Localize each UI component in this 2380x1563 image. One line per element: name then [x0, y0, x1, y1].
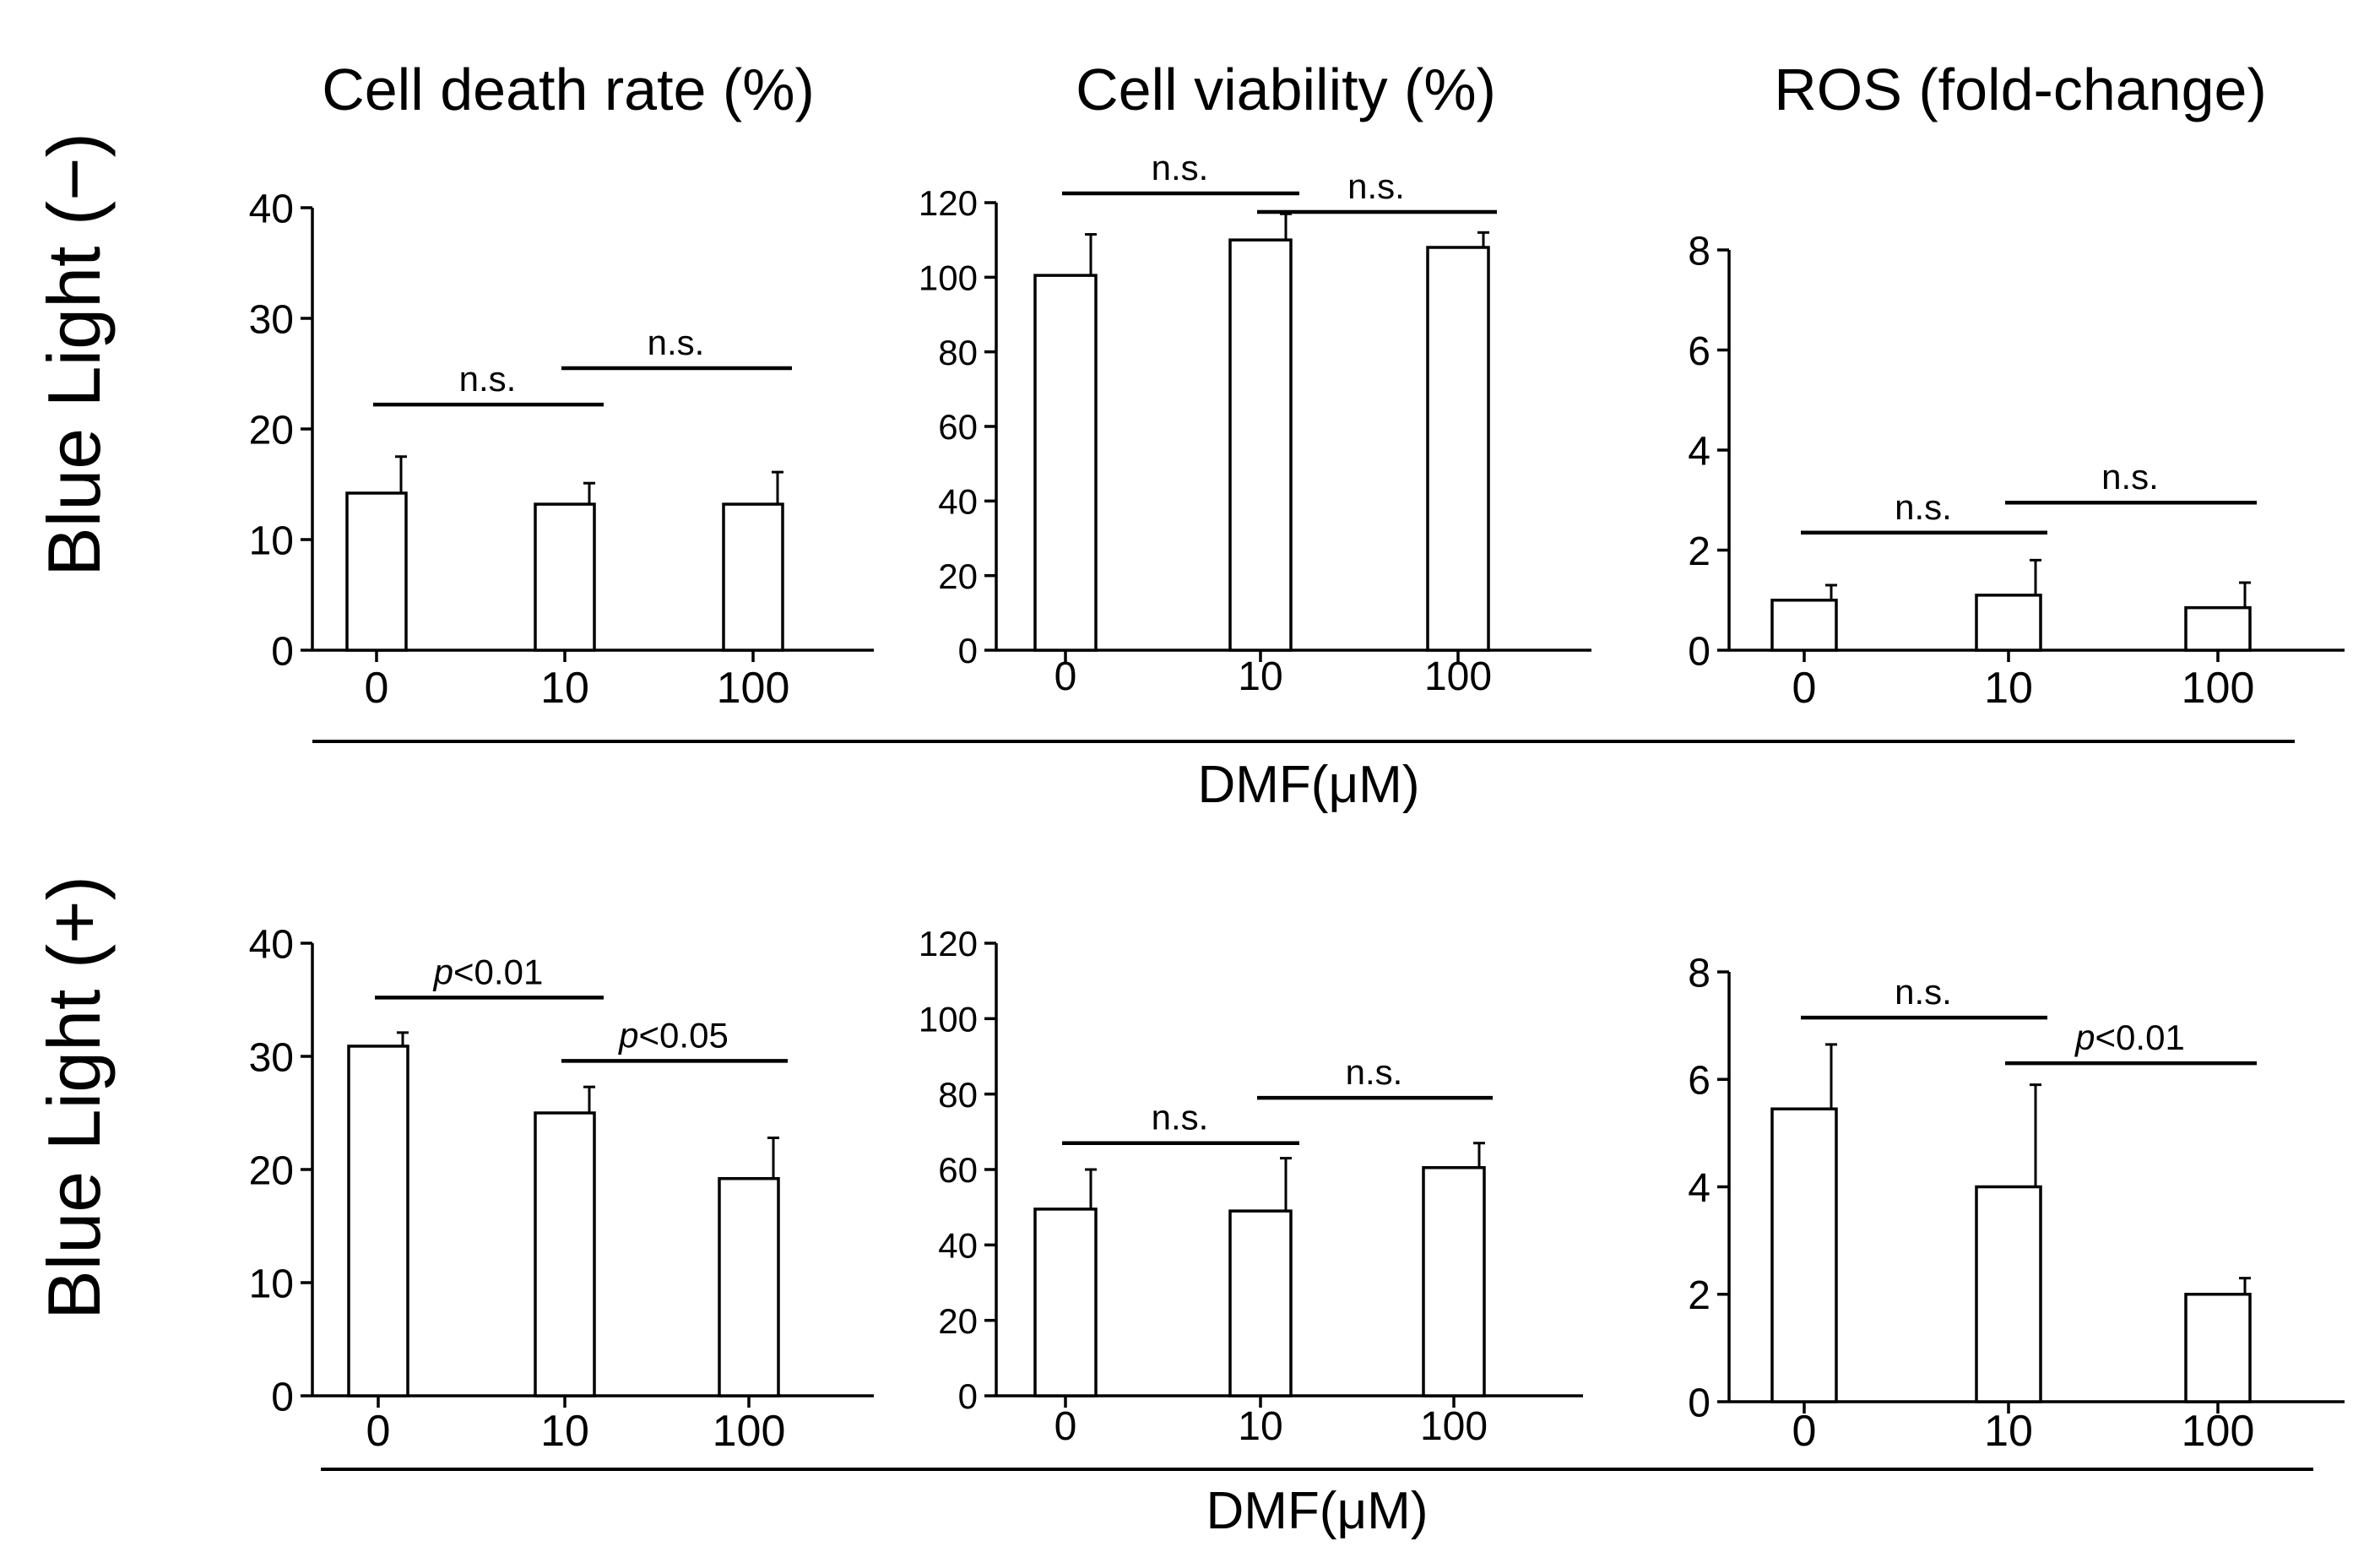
y-tick-label: 40: [938, 1225, 978, 1265]
significance-label: n.s.: [1895, 487, 1952, 527]
bar: [347, 1045, 409, 1397]
bar: [1228, 238, 1293, 652]
y-tick-label: 100: [919, 999, 978, 1039]
significance-label: n.s.: [1895, 972, 1952, 1012]
chart-cell-viability-blue-light-positive: 0 20 40 60 80 100 120 0 10 100 n.s. n.s.: [919, 924, 1583, 1449]
x-category-label: 10: [1238, 654, 1282, 699]
x-category-label: 100: [713, 1407, 786, 1456]
x-category-label: 0: [1792, 664, 1817, 713]
y-tick-label: 60: [938, 1150, 978, 1190]
x-category-label: 0: [366, 1407, 391, 1456]
y-tick-label: 0: [958, 1376, 978, 1416]
y-tick-label: 40: [249, 187, 294, 231]
bar: [2184, 605, 2252, 652]
bar: [1033, 274, 1098, 652]
x-category-label: 100: [1420, 1404, 1488, 1449]
y-tick-label: 4: [1688, 429, 1710, 474]
bar: [1228, 1209, 1293, 1397]
x-category-label: 10: [1238, 1404, 1282, 1449]
y-tick-label: 6: [1688, 329, 1710, 374]
bar: [1770, 1107, 1838, 1403]
bar: [534, 1111, 596, 1397]
y-tick-label: 2: [1688, 1273, 1710, 1318]
y-tick-label: 10: [249, 1262, 294, 1306]
chart-cell-viability-blue-light-negative: 0 20 40 60 80 100 120 0 10 100 n.s. n.s.: [919, 148, 1591, 699]
y-tick-label: 8: [1688, 951, 1710, 996]
significance-label: p<0.01: [432, 952, 544, 991]
significance-label: p<0.05: [617, 1015, 729, 1055]
bar: [718, 1176, 780, 1397]
y-tick-label: 30: [249, 297, 294, 342]
row-label-blue-light-negative: Blue Light (−): [32, 133, 116, 577]
significance-label: n.s.: [2101, 457, 2159, 497]
y-tick-label: 20: [938, 556, 978, 596]
significance-label: p<0.01: [2074, 1018, 2185, 1057]
x-category-label: 0: [365, 664, 389, 713]
y-tick-label: 20: [249, 408, 294, 453]
x-category-label: 100: [2182, 1407, 2255, 1456]
significance-label: n.s.: [1347, 166, 1405, 206]
bar: [1033, 1208, 1098, 1397]
xlabel-top: DMF(μM): [1198, 756, 1420, 814]
xlabel-bottom: DMF(μM): [1206, 1482, 1429, 1540]
y-tick-label: 4: [1688, 1166, 1710, 1211]
y-tick-label: 40: [938, 481, 978, 521]
chart-cell-death-blue-light-negative: 0 10 20 30 40 0 10 100 n.s. n.s.: [249, 187, 874, 713]
chart-cell-death-blue-light-positive: 0 10 20 30 40 0 10 100 p<0.01 p<0.05: [249, 922, 874, 1456]
row-label-blue-light-positive: Blue Light (+): [32, 876, 116, 1320]
y-tick-label: 20: [249, 1148, 294, 1193]
bar: [2184, 1293, 2252, 1403]
significance-label: n.s.: [648, 323, 705, 362]
significance-label: n.s.: [459, 359, 517, 399]
y-tick-label: 0: [1688, 629, 1710, 674]
x-category-label: 10: [540, 1407, 589, 1456]
y-tick-label: 30: [249, 1035, 294, 1080]
significance-label: n.s.: [1152, 1098, 1209, 1137]
x-category-label: 100: [1424, 654, 1492, 699]
bar: [1975, 594, 2042, 652]
column-title-ros: ROS (fold-change): [1774, 57, 2267, 122]
bar: [1426, 246, 1490, 652]
significance-label: n.s.: [1346, 1052, 1403, 1092]
y-tick-label: 20: [938, 1301, 978, 1341]
bar: [1422, 1166, 1486, 1397]
x-category-label: 0: [1054, 654, 1077, 699]
bar: [1770, 599, 1838, 652]
chart-ros-blue-light-negative: 0 2 4 6 8 0 10 100 n.s. n.s.: [1688, 229, 2345, 713]
y-tick-label: 80: [938, 1075, 978, 1115]
y-tick-label: 6: [1688, 1059, 1710, 1104]
bar: [1975, 1185, 2042, 1403]
y-tick-label: 2: [1688, 529, 1710, 574]
bar: [534, 502, 596, 652]
x-category-label: 0: [1792, 1407, 1817, 1456]
x-category-label: 100: [2182, 664, 2255, 713]
column-title-cell-viability: Cell viability (%): [1076, 57, 1496, 122]
x-category-label: 100: [717, 664, 790, 713]
y-tick-label: 80: [938, 333, 978, 372]
x-category-label: 10: [1984, 664, 2033, 713]
x-category-label: 0: [1054, 1404, 1077, 1449]
chart-ros-blue-light-positive: 0 2 4 6 8 0 10 100 n.s. p<0.01: [1688, 951, 2345, 1456]
y-tick-label: 40: [249, 922, 294, 967]
y-tick-label: 0: [271, 629, 294, 674]
y-tick-label: 10: [249, 518, 294, 563]
y-tick-label: 0: [958, 631, 978, 670]
bar: [722, 502, 784, 652]
y-tick-label: 100: [919, 258, 978, 297]
x-category-label: 10: [540, 664, 589, 713]
y-tick-label: 120: [919, 183, 978, 223]
y-tick-label: 0: [1688, 1381, 1710, 1425]
bar: [345, 491, 408, 652]
x-category-label: 10: [1984, 1407, 2033, 1456]
significance-label: n.s.: [1152, 148, 1209, 187]
column-title-cell-death: Cell death rate (%): [322, 57, 815, 122]
y-tick-label: 8: [1688, 229, 1710, 274]
y-tick-label: 120: [919, 924, 978, 963]
y-tick-label: 0: [271, 1375, 294, 1419]
y-tick-label: 60: [938, 407, 978, 447]
